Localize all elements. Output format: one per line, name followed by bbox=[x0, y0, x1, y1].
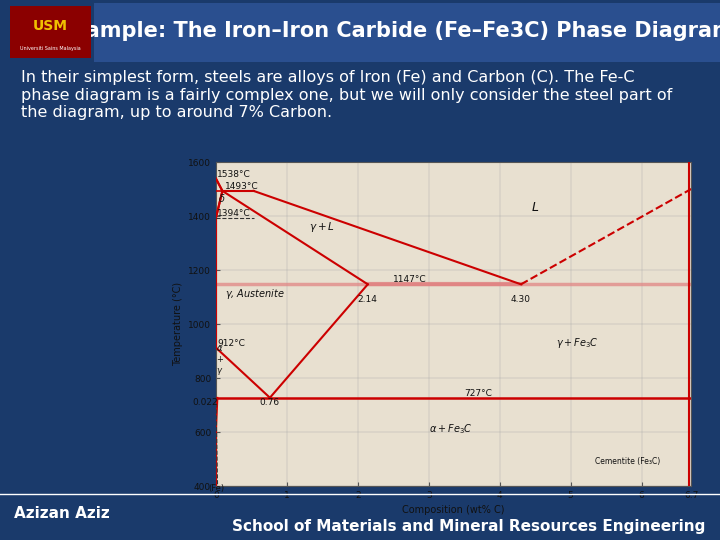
Text: $\gamma + L$: $\gamma + L$ bbox=[310, 219, 336, 233]
Text: Azizan Aziz: Azizan Aziz bbox=[14, 505, 110, 521]
Text: $\gamma$, Austenite: $\gamma$, Austenite bbox=[225, 287, 285, 301]
Text: 1493°C: 1493°C bbox=[225, 182, 258, 191]
X-axis label: Composition (wt% C): Composition (wt% C) bbox=[402, 505, 505, 515]
Y-axis label: Temperature (°C): Temperature (°C) bbox=[173, 282, 183, 366]
Bar bbox=[94, 3, 720, 62]
Text: 1394°C: 1394°C bbox=[217, 208, 251, 218]
Text: Example: The Iron–Iron Carbide (Fe–Fe3C) Phase Diagram: Example: The Iron–Iron Carbide (Fe–Fe3C)… bbox=[58, 21, 720, 41]
Text: 727°C: 727°C bbox=[464, 389, 492, 397]
Text: $\delta$: $\delta$ bbox=[218, 192, 225, 205]
Text: $\gamma + Fe_3C$: $\gamma + Fe_3C$ bbox=[557, 335, 599, 349]
Text: 0.76: 0.76 bbox=[260, 398, 280, 407]
Bar bbox=[10, 6, 91, 58]
Text: $\alpha$
$+$
$\gamma$: $\alpha$ $+$ $\gamma$ bbox=[215, 343, 224, 376]
Text: 0.022: 0.022 bbox=[192, 398, 217, 407]
Text: 1147°C: 1147°C bbox=[393, 275, 427, 284]
Text: USM: USM bbox=[33, 19, 68, 33]
Text: School of Materials and Mineral Resources Engineering: School of Materials and Mineral Resource… bbox=[233, 519, 706, 534]
Text: $L$: $L$ bbox=[531, 200, 539, 214]
Text: $\alpha + Fe_3C$: $\alpha + Fe_3C$ bbox=[429, 422, 472, 436]
Text: 4.30: 4.30 bbox=[511, 295, 531, 305]
Text: Cementite (Fe₃C): Cementite (Fe₃C) bbox=[595, 457, 660, 467]
Text: 912°C: 912°C bbox=[217, 339, 246, 348]
Text: In their simplest form, steels are alloys of Iron (Fe) and Carbon (C). The Fe-C
: In their simplest form, steels are alloy… bbox=[22, 70, 672, 120]
Text: 2.14: 2.14 bbox=[358, 295, 378, 305]
Text: Universiti Sains Malaysia: Universiti Sains Malaysia bbox=[20, 46, 81, 51]
Text: (Fe): (Fe) bbox=[208, 484, 224, 494]
Text: 1538°C: 1538°C bbox=[217, 170, 251, 179]
